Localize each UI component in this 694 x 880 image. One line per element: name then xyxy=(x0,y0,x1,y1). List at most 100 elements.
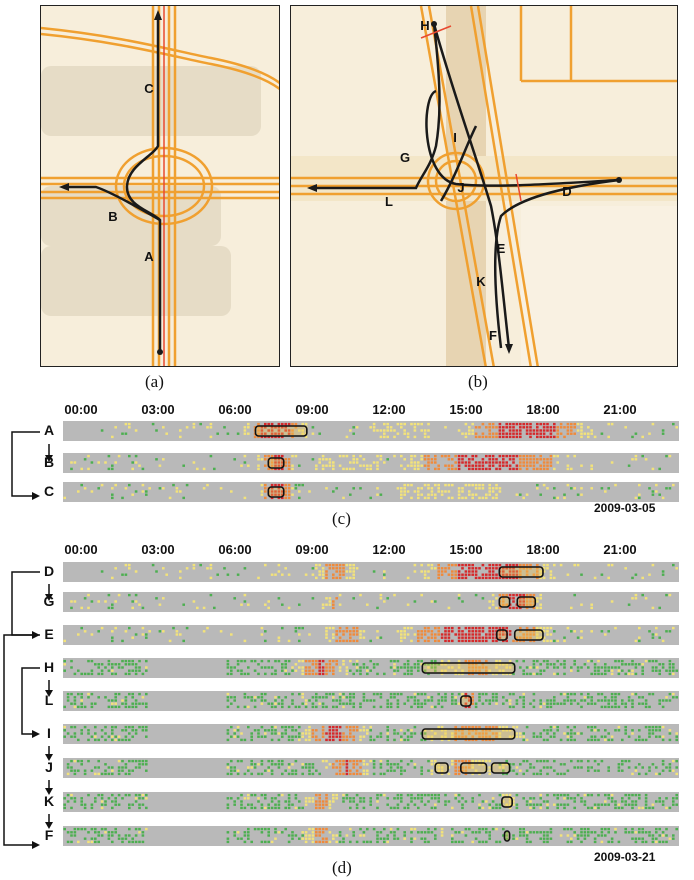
heat-cell xyxy=(420,738,423,742)
heat-cell xyxy=(151,563,155,567)
heat-cell xyxy=(519,639,522,643)
heat-cell xyxy=(648,735,651,738)
d-heatmap-row-g[interactable] xyxy=(63,592,679,612)
d-heatmap-row-f[interactable] xyxy=(63,826,679,846)
d-selection-box-j-1[interactable] xyxy=(460,762,488,774)
heat-cell xyxy=(583,793,587,797)
heat-cell xyxy=(417,636,420,639)
heat-cell xyxy=(675,426,678,429)
heat-cell xyxy=(515,639,519,643)
heat-cell xyxy=(454,766,457,769)
heat-cell xyxy=(291,692,294,696)
heat-cell xyxy=(631,793,634,797)
heat-cell xyxy=(294,663,298,666)
heat-cell xyxy=(512,461,515,464)
c-selection-box-b-0[interactable] xyxy=(267,457,285,469)
heat-cell xyxy=(549,729,553,732)
caption-b: (b) xyxy=(468,372,488,391)
heat-cell xyxy=(539,837,542,840)
d-selection-box-j-0[interactable] xyxy=(434,762,449,774)
heat-cell xyxy=(434,483,437,487)
d-selection-box-h-0[interactable] xyxy=(421,662,516,674)
heat-cell xyxy=(590,806,593,810)
heat-cell xyxy=(362,797,366,800)
heat-cell xyxy=(440,766,444,769)
heat-cell xyxy=(311,669,315,672)
d-selection-box-f-0[interactable] xyxy=(503,830,511,842)
heat-cell xyxy=(141,696,145,699)
heat-cell xyxy=(355,772,359,776)
heat-cell xyxy=(138,666,141,669)
c-heatmap-row-b[interactable] xyxy=(63,453,679,473)
heat-cell xyxy=(434,493,437,496)
heat-cell xyxy=(447,563,451,567)
heat-cell xyxy=(542,702,546,705)
heat-cell xyxy=(417,490,420,493)
heat-cell xyxy=(474,630,478,633)
heat-cell xyxy=(138,763,141,766)
d-selection-box-j-2[interactable] xyxy=(490,762,511,774)
d-selection-box-e-1[interactable] xyxy=(513,629,544,641)
heat-cell xyxy=(532,593,536,597)
heat-cell xyxy=(491,461,495,464)
heat-cell xyxy=(328,725,332,729)
heat-cell xyxy=(661,763,665,766)
heat-cell xyxy=(638,626,641,630)
c-heatmap-row-c[interactable] xyxy=(63,482,679,502)
heat-cell xyxy=(80,797,83,800)
heat-cell xyxy=(468,729,471,732)
heat-cell xyxy=(580,732,583,735)
heat-cell xyxy=(631,692,634,696)
d-selection-box-l-0[interactable] xyxy=(460,695,472,707)
d-selection-box-d-0[interactable] xyxy=(498,566,544,578)
heat-cell xyxy=(318,803,321,806)
heat-cell xyxy=(304,669,308,672)
heat-cell xyxy=(512,672,515,676)
c-selection-box-c-0[interactable] xyxy=(267,486,285,498)
heat-cell xyxy=(464,639,468,643)
heat-cell xyxy=(192,600,196,603)
heat-cell xyxy=(325,692,328,696)
heat-cell xyxy=(481,672,485,676)
d-selection-box-i-0[interactable] xyxy=(421,728,516,740)
heat-cell xyxy=(430,636,434,639)
heat-cell xyxy=(277,432,281,435)
d-heatmap-row-h[interactable] xyxy=(63,658,679,678)
d-selection-box-k-0[interactable] xyxy=(501,796,513,808)
d-heatmap-row-j[interactable] xyxy=(63,758,679,778)
heat-cell xyxy=(250,840,253,844)
d-heatmap-row-k[interactable] xyxy=(63,792,679,812)
heat-cell xyxy=(651,692,655,696)
c-selection-box-a-0[interactable] xyxy=(254,425,308,437)
d-heatmap-row-d[interactable] xyxy=(63,562,679,582)
d-selection-box-g-0[interactable] xyxy=(498,596,511,608)
heat-cell xyxy=(111,732,114,735)
c-heatmap-row-a[interactable] xyxy=(63,421,679,441)
heat-cell xyxy=(111,831,114,834)
heat-cell xyxy=(536,666,539,669)
heat-cell xyxy=(624,732,627,735)
heat-cell xyxy=(240,464,243,467)
heat-cell xyxy=(651,803,655,806)
heat-cell xyxy=(162,567,165,570)
map-b-label-k: K xyxy=(476,274,486,289)
heat-cell xyxy=(427,639,430,643)
heat-cell xyxy=(519,458,522,461)
heat-cell xyxy=(434,669,437,672)
heat-cell xyxy=(512,834,515,837)
d-selection-box-e-0[interactable] xyxy=(495,629,508,641)
heat-cell xyxy=(563,793,566,797)
d-heatmap-row-i[interactable] xyxy=(63,724,679,744)
heat-cell xyxy=(338,563,342,567)
heat-cell xyxy=(434,837,437,840)
d-heatmap-row-l[interactable] xyxy=(63,691,679,711)
heat-cell xyxy=(539,493,542,496)
heat-cell xyxy=(542,432,546,435)
d-selection-box-g-1[interactable] xyxy=(516,596,537,608)
heat-cell xyxy=(539,573,542,576)
heat-cell xyxy=(556,461,559,464)
heat-cell xyxy=(281,735,284,738)
heat-cell xyxy=(485,729,488,732)
heat-cell xyxy=(641,696,644,699)
d-heatmap-row-e[interactable] xyxy=(63,625,679,645)
